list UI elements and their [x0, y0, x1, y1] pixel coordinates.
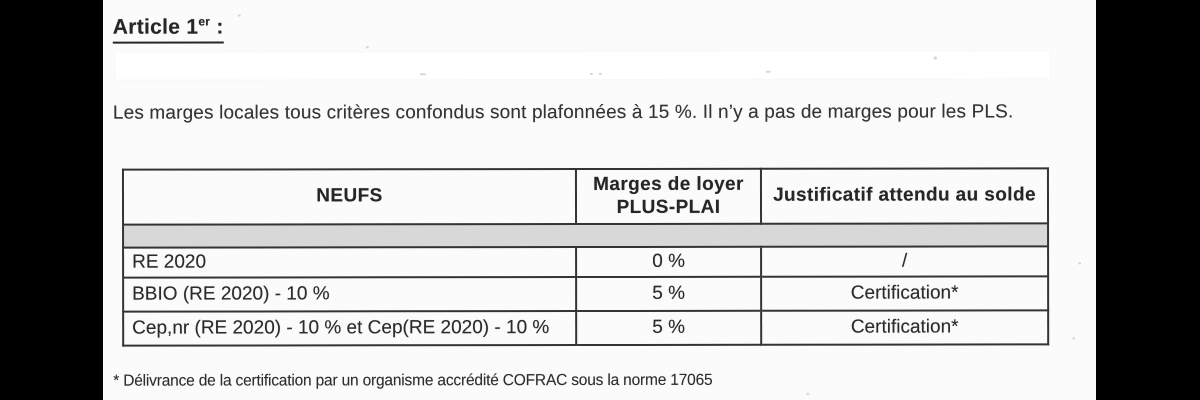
row-justificatif-cell: / — [761, 246, 1049, 277]
article-title-colon: : — [210, 15, 224, 39]
intro-paragraph: Les marges locales tous critères confond… — [112, 101, 1014, 124]
scan-speck — [765, 70, 771, 73]
scan-speck — [806, 392, 810, 395]
header-marges-line2: PLUS-PLAI — [616, 196, 721, 218]
scan-speck — [1078, 262, 1082, 265]
scan-speck — [598, 72, 602, 76]
header-justificatif-label: Justificatif attendu au solde — [773, 184, 1036, 206]
row-marge-cell: 0 % — [576, 246, 762, 278]
scan-speck — [1072, 337, 1076, 340]
gray-spacer-cell — [123, 223, 1049, 248]
row-label-cell: Cep,nr (RE 2020) - 10 % et Cep(RE 2020) … — [123, 311, 577, 346]
scan-speck — [237, 14, 241, 17]
header-marges-line1: Marges de loyer — [593, 173, 744, 195]
row-label-cell: BBIO (RE 2020) - 10 % — [123, 277, 577, 312]
scan-edge-right — [1096, 0, 1200, 400]
article-title: Article 1er : — [112, 14, 224, 44]
row-marge-cell: 5 % — [576, 276, 762, 312]
header-cell-justificatif: Justificatif attendu au solde — [760, 168, 1049, 224]
table-header-row: NEUFS Marges de loyer PLUS-PLAI Justifica… — [122, 168, 1049, 225]
header-cell-neufs: NEUFS — [122, 169, 577, 225]
scan-speck — [419, 73, 426, 76]
marges-table: NEUFS Marges de loyer PLUS-PLAI Justifica… — [122, 167, 1049, 346]
header-cell-marges: Marges de loyer PLUS-PLAI — [575, 168, 762, 225]
row-justificatif-cell: Certification* — [761, 310, 1049, 345]
table-row: RE 2020 0 % / — [123, 246, 1049, 278]
gray-spacer-row — [123, 223, 1049, 248]
redacted-text-band — [115, 51, 1050, 80]
row-marge-cell: 5 % — [576, 310, 762, 346]
scan-edge-left — [0, 0, 103, 400]
scan-speck — [589, 73, 593, 76]
article-title-main: Article 1 — [112, 15, 199, 39]
row-justificatif-cell: Certification* — [761, 276, 1049, 311]
header-neufs-label: NEUFS — [316, 185, 383, 207]
row-label-cell: RE 2020 — [123, 247, 577, 278]
scan-speck — [933, 56, 937, 60]
scan-speck — [365, 46, 369, 49]
table-row: Cep,nr (RE 2020) - 10 % et Cep(RE 2020) … — [123, 310, 1049, 346]
footnote: * Délivrance de la certification par un … — [113, 371, 713, 390]
article-title-superscript: er — [198, 14, 211, 29]
table-row: BBIO (RE 2020) - 10 % 5 % Certification* — [123, 276, 1049, 312]
